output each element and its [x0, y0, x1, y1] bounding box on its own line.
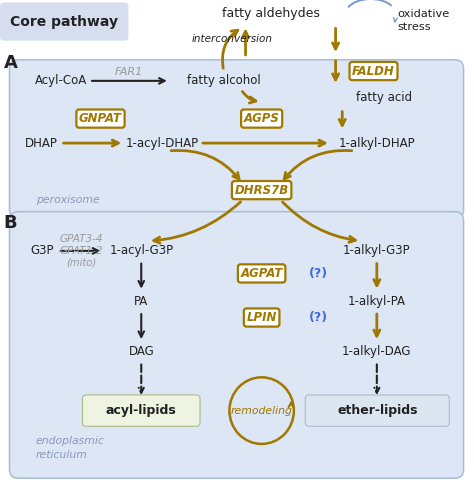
Text: Core pathway: Core pathway [10, 15, 118, 28]
Text: AGPS: AGPS [244, 112, 280, 125]
Text: GPAT3-4: GPAT3-4 [60, 234, 103, 244]
Text: (?): (?) [309, 267, 328, 280]
Text: peroxisome: peroxisome [36, 195, 99, 205]
Text: endoplasmic: endoplasmic [36, 436, 104, 446]
Text: PA: PA [134, 295, 148, 308]
Text: ether-lipids: ether-lipids [337, 404, 418, 417]
Text: FALDH: FALDH [352, 65, 395, 77]
Text: 1-acyl-DHAP: 1-acyl-DHAP [126, 137, 199, 149]
Text: 1-alkyl-DHAP: 1-alkyl-DHAP [338, 137, 415, 149]
Text: fatty acid: fatty acid [356, 91, 412, 103]
Text: remodeling: remodeling [231, 406, 292, 416]
Text: oxidative: oxidative [397, 9, 449, 19]
Text: Acyl-CoA: Acyl-CoA [35, 74, 87, 87]
Text: FAR1: FAR1 [115, 67, 143, 76]
Text: 1-alkyl-DAG: 1-alkyl-DAG [342, 345, 411, 358]
Text: G3P: G3P [30, 245, 54, 257]
Text: A: A [4, 54, 18, 72]
FancyBboxPatch shape [82, 395, 200, 426]
Text: reticulum: reticulum [36, 450, 87, 460]
Text: GPAT1-2: GPAT1-2 [60, 246, 103, 256]
Text: AGPAT: AGPAT [240, 267, 283, 280]
Text: fatty aldehydes: fatty aldehydes [222, 7, 320, 20]
Text: DHAP: DHAP [25, 137, 58, 149]
FancyBboxPatch shape [9, 60, 464, 219]
Text: stress: stress [397, 22, 431, 32]
Text: (mito): (mito) [66, 257, 97, 267]
Text: interconversion: interconversion [192, 34, 273, 44]
Text: 1-alkyl-G3P: 1-alkyl-G3P [343, 245, 410, 257]
Text: DHRS7B: DHRS7B [235, 184, 289, 196]
Text: 1-alkyl-PA: 1-alkyl-PA [348, 295, 406, 308]
FancyBboxPatch shape [9, 212, 464, 478]
Text: fatty alcohol: fatty alcohol [187, 74, 261, 87]
Text: acyl-lipids: acyl-lipids [106, 404, 177, 417]
Text: 1-acyl-G3P: 1-acyl-G3P [109, 245, 173, 257]
Text: GNPAT: GNPAT [79, 112, 122, 125]
Text: LPIN: LPIN [246, 311, 277, 324]
Text: B: B [4, 214, 18, 232]
FancyBboxPatch shape [0, 2, 128, 41]
FancyBboxPatch shape [305, 395, 449, 426]
Text: DAG: DAG [128, 345, 154, 358]
Text: (?): (?) [309, 311, 328, 324]
